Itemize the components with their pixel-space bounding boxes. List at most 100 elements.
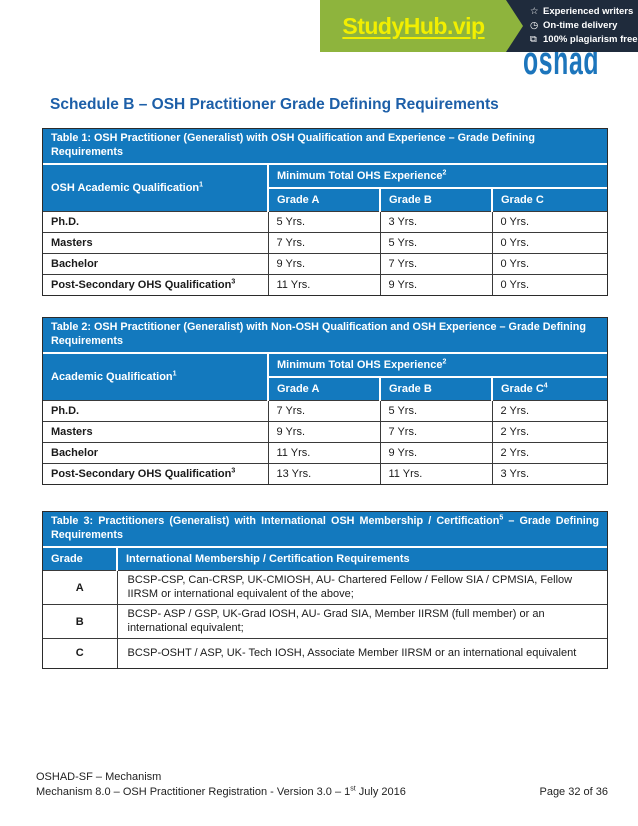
column-header-grade-c: Grade C	[492, 188, 607, 212]
studyhub-logo-link[interactable]: StudyHub.vip	[342, 12, 485, 39]
value-cell: 2 Yrs.	[491, 442, 607, 464]
value-cell: 13 Yrs.	[267, 463, 381, 484]
qualification-cell: Bachelor	[43, 253, 269, 275]
clock-icon: ◷	[530, 20, 539, 31]
copy-icon: ⧉	[530, 34, 537, 45]
table-2: Table 2: OSH Practitioner (Generalist) w…	[42, 317, 608, 485]
table-row: A BCSP-CSP, Can-CRSP, UK-CMIOSH, AU- Cha…	[43, 570, 607, 605]
requirements-cell: BCSP-OSHT / ASP, UK- Tech IOSH, Associat…	[116, 638, 607, 668]
footnote-marker: 2	[442, 169, 447, 177]
qualification-cell: Masters	[43, 421, 269, 443]
table-3: Table 3: Practitioners (Generalist) with…	[42, 511, 608, 669]
grade-cell: C	[43, 638, 118, 668]
footer-document-version: Mechanism 8.0 – OSH Practitioner Registr…	[36, 784, 406, 798]
table-title-footnote: 5	[499, 514, 504, 522]
table-3-grid: Grade International Membership / Certifi…	[43, 548, 607, 668]
value-cell: 0 Yrs.	[491, 211, 607, 233]
table-row: Masters 9 Yrs. 7 Yrs. 2 Yrs.	[43, 421, 607, 443]
table-3-title: Table 3: Practitioners (Generalist) with…	[43, 512, 607, 548]
value-cell: 9 Yrs.	[379, 442, 493, 464]
feature-on-time-delivery: ◷ On-time delivery	[530, 19, 634, 33]
table-row: Masters 7 Yrs. 5 Yrs. 0 Yrs.	[43, 232, 607, 254]
column-header-grade: Grade	[43, 548, 118, 571]
table-row: Ph.D. 7 Yrs. 5 Yrs. 2 Yrs.	[43, 400, 607, 422]
table-row: Ph.D. 5 Yrs. 3 Yrs. 0 Yrs.	[43, 211, 607, 233]
value-cell: 11 Yrs.	[267, 274, 381, 295]
value-cell: 9 Yrs.	[267, 253, 381, 275]
column-header-qualification: Academic Qualification1	[43, 354, 269, 401]
value-cell: 7 Yrs.	[267, 232, 381, 254]
table-2-title: Table 2: OSH Practitioner (Generalist) w…	[43, 318, 607, 354]
table-row: Bachelor 9 Yrs. 7 Yrs. 0 Yrs.	[43, 253, 607, 275]
column-header-qualification: OSH Academic Qualification1	[43, 165, 269, 212]
value-cell: 11 Yrs.	[379, 463, 493, 484]
column-header-grade-a: Grade A	[268, 188, 381, 212]
column-header-grade-a: Grade A	[268, 377, 381, 401]
grade-cell: B	[43, 604, 118, 639]
column-header-membership: International Membership / Certification…	[117, 548, 607, 571]
studyhub-ad-banner: ☆ Experienced writers ◷ On-time delivery ⧉…	[320, 0, 638, 52]
footnote-marker: 1	[172, 370, 177, 378]
table-title-text: Table 3: Practitioners (Generalist) with…	[51, 515, 500, 527]
footnote-marker: 1	[199, 181, 204, 189]
value-cell: 5 Yrs.	[267, 211, 381, 233]
ordinal-suffix: st	[350, 784, 356, 792]
requirements-cell: BCSP- ASP / GSP, UK-Grad IOSH, AU- Grad …	[116, 604, 607, 639]
value-cell: 11 Yrs.	[267, 442, 381, 464]
footnote-marker: 3	[231, 467, 236, 475]
value-cell: 0 Yrs.	[491, 274, 607, 295]
value-cell: 9 Yrs.	[267, 421, 381, 443]
star-icon: ☆	[530, 6, 539, 17]
qualification-cell: Masters	[43, 232, 269, 254]
table-row: C BCSP-OSHT / ASP, UK- Tech IOSH, Associ…	[43, 638, 607, 668]
column-header-grade-b: Grade B	[380, 377, 493, 401]
feature-label: On-time delivery	[543, 20, 618, 31]
qualification-cell: Ph.D.	[43, 400, 269, 422]
table-row: B BCSP- ASP / GSP, UK-Grad IOSH, AU- Gra…	[43, 604, 607, 639]
qualification-cell: Post-Secondary OHS Qualification3	[43, 463, 269, 484]
table-2-grid: Academic Qualification1 Minimum Total OH…	[43, 354, 607, 484]
feature-label: 100% plagiarism free	[543, 34, 638, 45]
qualification-cell: Bachelor	[43, 442, 269, 464]
table-1: Table 1: OSH Practitioner (Generalist) w…	[42, 128, 608, 296]
value-cell: 2 Yrs.	[491, 400, 607, 422]
ad-features-panel: ☆ Experienced writers ◷ On-time delivery ⧉…	[500, 0, 638, 52]
value-cell: 5 Yrs.	[379, 400, 493, 422]
table-1-title: Table 1: OSH Practitioner (Generalist) w…	[43, 129, 607, 165]
column-header-experience: Minimum Total OHS Experience2	[268, 354, 607, 378]
feature-experienced-writers: ☆ Experienced writers	[530, 5, 634, 19]
column-header-grade-c: Grade C4	[492, 377, 607, 401]
value-cell: 5 Yrs.	[379, 232, 493, 254]
column-header-grade-b: Grade B	[380, 188, 493, 212]
page-content: Schedule B – OSH Practitioner Grade Defi…	[42, 0, 608, 669]
feature-label: Experienced writers	[543, 6, 634, 17]
value-cell: 7 Yrs.	[379, 421, 493, 443]
footnote-marker: 4	[543, 382, 548, 390]
table-row: Bachelor 11 Yrs. 9 Yrs. 2 Yrs.	[43, 442, 607, 464]
studyhub-brand-plate[interactable]: StudyHub.vip	[320, 0, 523, 52]
value-cell: 7 Yrs.	[379, 253, 493, 275]
table-title-text: Table 1: OSH Practitioner (Generalist) w…	[51, 132, 535, 158]
value-cell: 7 Yrs.	[267, 400, 381, 422]
footnote-marker: 3	[231, 278, 236, 286]
footnote-marker: 2	[442, 358, 447, 366]
value-cell: 2 Yrs.	[491, 421, 607, 443]
table-row: Post-Secondary OHS Qualification3 11 Yrs…	[43, 274, 607, 295]
value-cell: 3 Yrs.	[491, 463, 607, 484]
page-footer: OSHAD-SF – Mechanism Mechanism 8.0 – OSH…	[36, 770, 608, 799]
value-cell: 3 Yrs.	[379, 211, 493, 233]
table-1-grid: OSH Academic Qualification1 Minimum Tota…	[43, 165, 607, 295]
table-title-text: Table 2: OSH Practitioner (Generalist) w…	[51, 321, 586, 347]
table-row: Post-Secondary OHS Qualification3 13 Yrs…	[43, 463, 607, 484]
column-header-experience: Minimum Total OHS Experience2	[268, 165, 607, 189]
footer-document-id: OSHAD-SF – Mechanism	[36, 771, 162, 783]
page-number: Page 32 of 36	[539, 785, 608, 798]
feature-plagiarism-free: ⧉ 100% plagiarism free	[530, 33, 638, 47]
requirements-cell: BCSP-CSP, Can-CRSP, UK-CMIOSH, AU- Chart…	[116, 570, 607, 605]
value-cell: 9 Yrs.	[379, 274, 493, 295]
table-title-text: – Grade Defining Requirements	[51, 515, 599, 541]
grade-cell: A	[43, 570, 118, 605]
qualification-cell: Post-Secondary OHS Qualification3	[43, 274, 269, 295]
page-title: Schedule B – OSH Practitioner Grade Defi…	[50, 96, 499, 113]
